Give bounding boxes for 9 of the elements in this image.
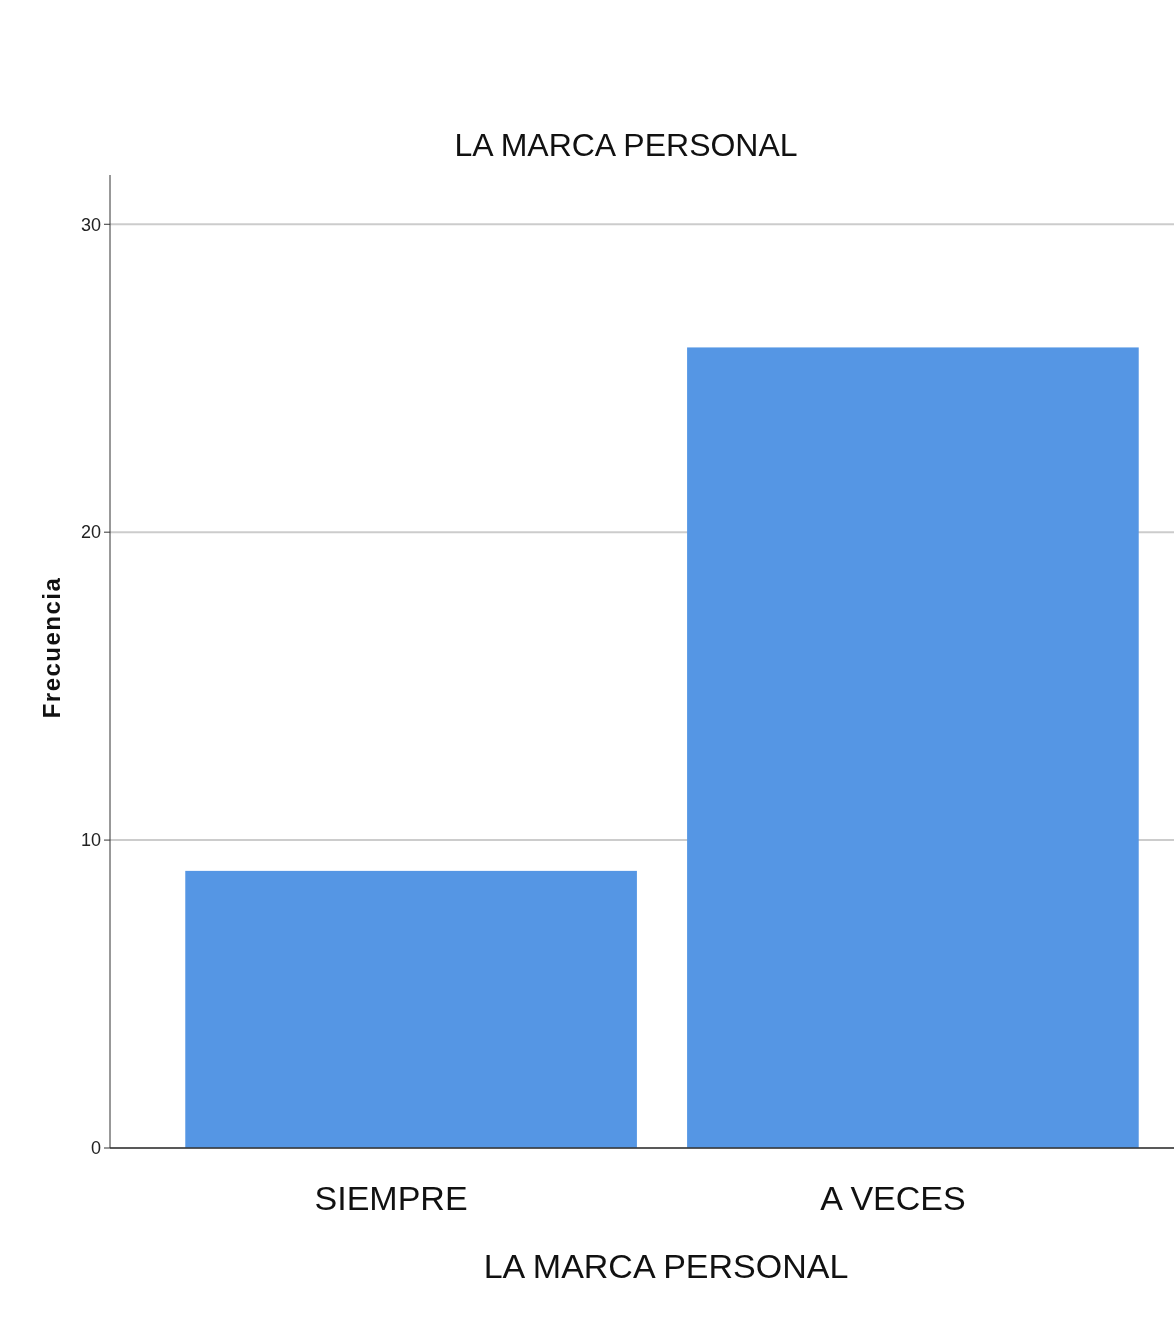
- y-tick-label: 10: [80, 830, 101, 851]
- x-tick-label: A VECES: [820, 1179, 966, 1217]
- y-axis-title: Frecuencia: [38, 576, 65, 719]
- x-axis-title: LA MARCA PERSONAL: [483, 1247, 849, 1285]
- x-tick-label: SIEMPRE: [314, 1179, 468, 1217]
- chart-title: LA MARCA PERSONAL: [454, 127, 798, 163]
- y-tick-label: 30: [80, 214, 101, 235]
- y-tick-label: 0: [90, 1138, 101, 1159]
- y-tick-label: 20: [80, 522, 101, 543]
